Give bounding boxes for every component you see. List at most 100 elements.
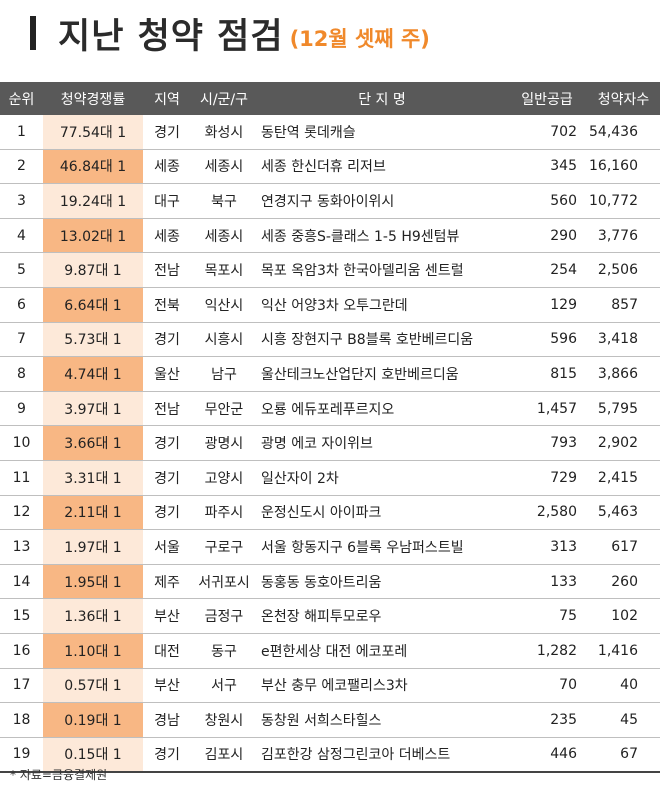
rank-cell: 5 xyxy=(0,252,43,288)
city-cell: 서귀포시 xyxy=(191,564,257,600)
applicants-cell: 617 xyxy=(587,529,660,565)
title-accent-bar xyxy=(30,16,36,50)
city-cell: 세종시 xyxy=(191,149,257,185)
region-cell: 전남 xyxy=(143,391,191,427)
applicants-cell: 5,463 xyxy=(587,495,660,531)
supply-cell: 133 xyxy=(507,564,587,600)
applicants-cell: 857 xyxy=(587,287,660,323)
rank-cell: 19 xyxy=(0,737,43,774)
rank-cell: 4 xyxy=(0,218,43,254)
table-row: 17 0.57대 1 부산 서구 부산 충무 에코팰리스3차 70 40 xyxy=(0,668,660,704)
applicants-cell: 2,415 xyxy=(587,460,660,496)
rank-cell: 8 xyxy=(0,356,43,392)
city-cell: 고양시 xyxy=(191,460,257,496)
rate-cell: 1.10대 1 xyxy=(43,633,143,669)
complex-name-cell: 서울 항동지구 6블록 우남퍼스트빌 xyxy=(257,529,507,565)
rate-cell: 19.24대 1 xyxy=(43,183,143,219)
rank-cell: 11 xyxy=(0,460,43,496)
region-cell: 경기 xyxy=(143,737,191,774)
applicants-cell: 102 xyxy=(587,598,660,634)
source-footnote: * 자료=금융결제원 xyxy=(10,768,108,782)
city-cell: 무안군 xyxy=(191,391,257,427)
table-row: 5 9.87대 1 전남 목포시 목포 옥암3차 한국아델리움 센트럴 254 2,506 xyxy=(0,252,660,288)
column-header: 지역 xyxy=(143,82,191,115)
region-cell: 경기 xyxy=(143,425,191,461)
region-cell: 전남 xyxy=(143,252,191,288)
rank-cell: 17 xyxy=(0,668,43,704)
city-cell: 금정구 xyxy=(191,598,257,634)
city-cell: 광명시 xyxy=(191,425,257,461)
table-row: 10 3.66대 1 경기 광명시 광명 에코 자이위브 793 2,902 xyxy=(0,425,660,461)
complex-name-cell: 세종 중흥S-클래스 1-5 H9센텀뷰 xyxy=(257,218,507,254)
city-cell: 창원시 xyxy=(191,702,257,738)
rate-cell: 46.84대 1 xyxy=(43,149,143,185)
rate-cell: 1.36대 1 xyxy=(43,598,143,634)
applicants-cell: 1,416 xyxy=(587,633,660,669)
complex-name-cell: 익산 어양3차 오투그란데 xyxy=(257,287,507,323)
city-cell: 파주시 xyxy=(191,495,257,531)
table-row: 13 1.97대 1 서울 구로구 서울 항동지구 6블록 우남퍼스트빌 313 617 xyxy=(0,529,660,565)
table-header: 순위 청약경쟁률 지역 시/군/구 단 지 명 일반공급 청약자수 xyxy=(0,82,660,115)
complex-name-cell: 운정신도시 아이파크 xyxy=(257,495,507,531)
supply-cell: 2,580 xyxy=(507,495,587,531)
table-row: 16 1.10대 1 대전 동구 e편한세상 대전 에코포레 1,282 1,416 xyxy=(0,633,660,669)
supply-cell: 729 xyxy=(507,460,587,496)
rate-cell: 77.54대 1 xyxy=(43,115,143,150)
table-row: 4 13.02대 1 세종 세종시 세종 중흥S-클래스 1-5 H9센텀뷰 290 3,7… xyxy=(0,218,660,254)
supply-cell: 1,457 xyxy=(507,391,587,427)
complex-name-cell: 울산테크노산업단지 호반베르디움 xyxy=(257,356,507,392)
rank-cell: 12 xyxy=(0,495,43,531)
table-row: 12 2.11대 1 경기 파주시 운정신도시 아이파크 2,580 5,463 xyxy=(0,495,660,531)
rate-cell: 3.97대 1 xyxy=(43,391,143,427)
page-title: 지난 청약 점검 (12월 셋째 주) xyxy=(30,8,430,58)
complex-name-cell: 온천장 해피투모로우 xyxy=(257,598,507,634)
rate-cell: 1.97대 1 xyxy=(43,529,143,565)
complex-name-cell: 시흥 장현지구 B8블록 호반베르디움 xyxy=(257,322,507,358)
applicants-cell: 2,902 xyxy=(587,425,660,461)
complex-name-cell: 오룡 에듀포레푸르지오 xyxy=(257,391,507,427)
rate-cell: 0.57대 1 xyxy=(43,668,143,704)
rank-cell: 18 xyxy=(0,702,43,738)
region-cell: 경기 xyxy=(143,460,191,496)
rate-cell: 5.73대 1 xyxy=(43,322,143,358)
region-cell: 제주 xyxy=(143,564,191,600)
applicants-cell: 67 xyxy=(587,737,660,774)
supply-cell: 446 xyxy=(507,737,587,774)
region-cell: 경남 xyxy=(143,702,191,738)
city-cell: 동구 xyxy=(191,633,257,669)
complex-name-cell: e편한세상 대전 에코포레 xyxy=(257,633,507,669)
supply-cell: 70 xyxy=(507,668,587,704)
rank-cell: 7 xyxy=(0,322,43,358)
table-row: 19 0.15대 1 경기 김포시 김포한강 삼정그린코아 더베스트 446 67 xyxy=(0,737,660,774)
region-cell: 부산 xyxy=(143,668,191,704)
table-row: 11 3.31대 1 경기 고양시 일산자이 2차 729 2,415 xyxy=(0,460,660,496)
city-cell: 서구 xyxy=(191,668,257,704)
rank-cell: 15 xyxy=(0,598,43,634)
rate-cell: 0.15대 1 xyxy=(43,737,143,774)
city-cell: 북구 xyxy=(191,183,257,219)
supply-cell: 254 xyxy=(507,252,587,288)
rank-cell: 2 xyxy=(0,149,43,185)
table-row: 15 1.36대 1 부산 금정구 온천장 해피투모로우 75 102 xyxy=(0,598,660,634)
complex-name-cell: 세종 한신더휴 리저브 xyxy=(257,149,507,185)
table-row: 18 0.19대 1 경남 창원시 동창원 서희스타힐스 235 45 xyxy=(0,702,660,738)
applicants-cell: 40 xyxy=(587,668,660,704)
region-cell: 울산 xyxy=(143,356,191,392)
applicants-cell: 2,506 xyxy=(587,252,660,288)
rank-cell: 16 xyxy=(0,633,43,669)
region-cell: 대전 xyxy=(143,633,191,669)
city-cell: 김포시 xyxy=(191,737,257,774)
table-row: 2 46.84대 1 세종 세종시 세종 한신더휴 리저브 345 16,160 xyxy=(0,149,660,185)
region-cell: 경기 xyxy=(143,495,191,531)
complex-name-cell: 연경지구 동화아이위시 xyxy=(257,183,507,219)
applicants-cell: 3,418 xyxy=(587,322,660,358)
supply-cell: 1,282 xyxy=(507,633,587,669)
rank-cell: 10 xyxy=(0,425,43,461)
table-row: 9 3.97대 1 전남 무안군 오룡 에듀포레푸르지오 1,457 5,795 xyxy=(0,391,660,427)
table-row: 3 19.24대 1 대구 북구 연경지구 동화아이위시 560 10,772 xyxy=(0,183,660,219)
city-cell: 익산시 xyxy=(191,287,257,323)
rank-cell: 6 xyxy=(0,287,43,323)
supply-cell: 75 xyxy=(507,598,587,634)
column-header: 순위 xyxy=(0,82,43,115)
rank-cell: 3 xyxy=(0,183,43,219)
